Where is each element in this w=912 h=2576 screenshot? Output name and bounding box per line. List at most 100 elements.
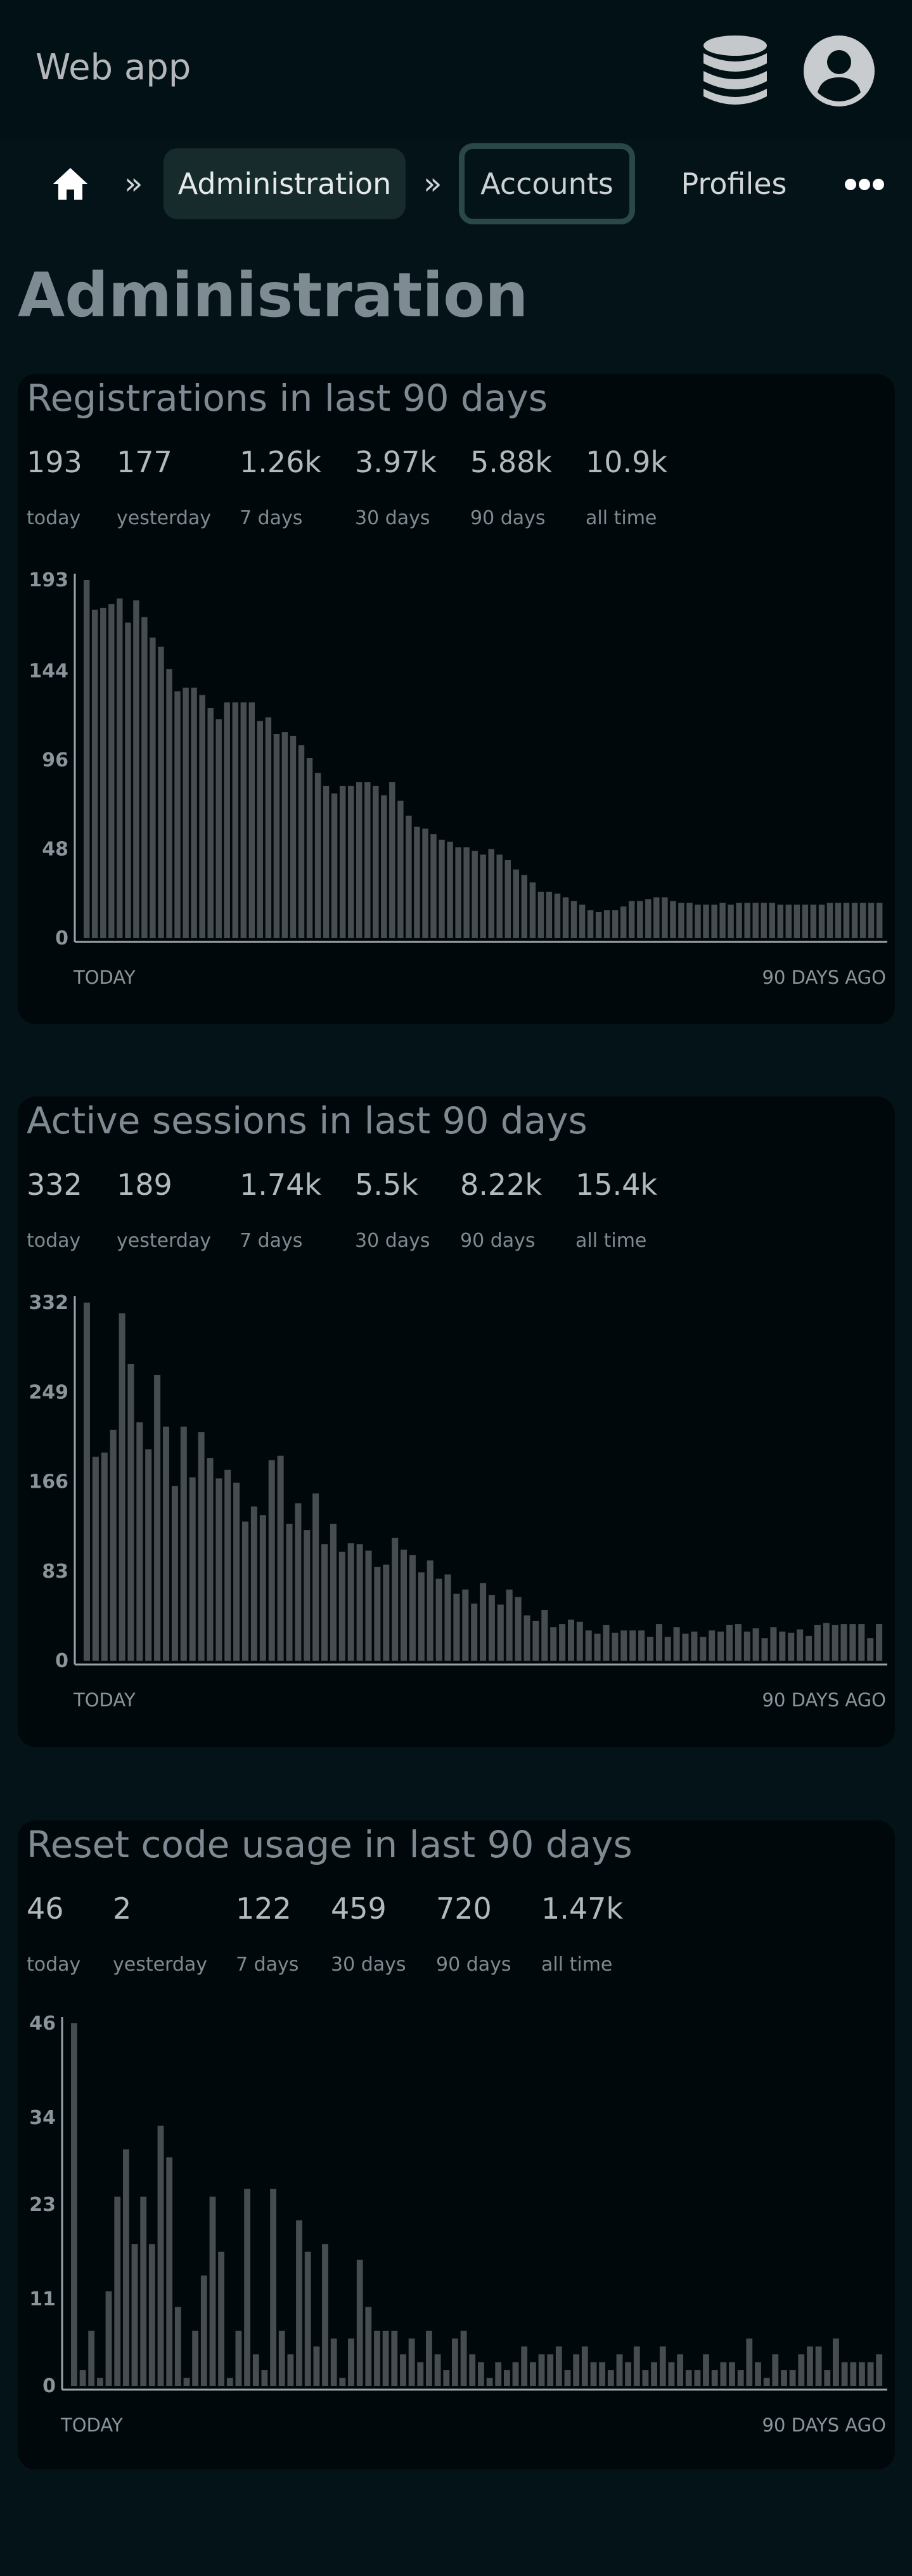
chart-bar [793,905,800,938]
breadcrumb-profiles[interactable]: Profiles [681,167,787,201]
y-tick-label: 0 [55,1650,68,1672]
chart-bar [244,2189,250,2386]
y-tick-label: 144 [29,660,68,682]
chart-bar [850,2362,857,2386]
chart-bar [199,695,205,938]
chart-bar [779,1632,786,1661]
chart-bar [365,1550,372,1661]
chart-bar [150,637,156,938]
chart-bar [462,1589,469,1661]
stat-yesterday-label: yesterday [113,1954,208,1976]
chart-bar [703,905,709,938]
chart-bar [290,735,297,938]
chart-bar [788,1632,795,1661]
chart-bar [547,2354,554,2386]
chart-bar [469,2354,476,2386]
breadcrumb-administration[interactable]: Administration [164,148,406,219]
chart-bar [278,2331,285,2386]
chart-bar [422,828,428,938]
chart-bar [814,1625,821,1661]
y-tick-label: 193 [29,569,68,591]
chart-bar [141,617,148,938]
chart-bar [348,2338,354,2386]
chart-bar [418,1572,425,1661]
chart-bar [136,1422,143,1661]
home-icon[interactable] [52,167,89,201]
more-horizontal-icon[interactable] [844,177,885,191]
chart-bar [374,1566,381,1661]
chart-bar [166,2157,173,2386]
chart-bar [338,1552,345,1661]
chart-bar [330,2338,337,2386]
stat-yesterday-value: 2 [113,1891,132,1926]
stat-90days-label: 90 days [460,1230,536,1252]
chart-bar [313,2346,320,2386]
stat-7days-label: 7 days [240,1230,303,1252]
stat-yesterday-value: 177 [117,445,172,479]
y-tick-label: 0 [42,2375,56,2397]
chart-bar [261,2370,268,2386]
chart-bar [532,1621,539,1661]
chart-bar [833,2338,839,2386]
chart-bar [744,903,750,938]
chart-bar [183,2378,190,2386]
chart-bar [439,839,445,938]
stat-30days-value: 459 [331,1891,387,1926]
stat-7days-value: 1.26k [240,445,322,479]
y-tick-label: 46 [29,2012,56,2035]
chart-bar [312,1493,319,1661]
x-axis-start-label: TODAY [73,967,136,988]
active-sessions-bar-chart: 0 83 166 249 332 TODAY 90 DAYS AGO [29,1292,887,1711]
chart-bar [711,905,717,938]
chart-bar [694,2370,701,2386]
chart-bar [720,2362,727,2386]
chart-bar [859,903,866,938]
chart-bar [587,910,594,938]
chart-bar [277,1455,284,1661]
chart-bar [555,2346,562,2386]
card-title: Registrations in last 90 days [27,377,548,420]
stat-alltime-value: 1.47k [541,1891,624,1926]
chart-bar [678,903,684,938]
user-avatar-icon[interactable] [802,34,876,108]
chart-bar [373,785,379,938]
chart-bar [232,702,238,938]
chart-bar [304,1530,311,1661]
chart-bar [770,1627,777,1661]
chart-bar [233,1483,240,1661]
chart-bar [810,905,817,938]
chart-bar [406,815,412,938]
chart-bar [114,2196,121,2386]
stat-30days-label: 30 days [355,507,430,529]
chart-bar [452,2338,458,2386]
chart-bar [798,2354,805,2386]
chart-bar [736,903,742,938]
chart-bar [191,687,197,938]
y-tick-label: 11 [29,2288,56,2310]
x-axis-start-label: TODAY [60,2414,123,2436]
chart-bar [769,903,775,938]
chart-bar [339,2378,346,2386]
chart-bar [832,1625,838,1661]
chart-bar [599,2362,605,2386]
chart-bar [340,785,346,938]
chart-bar [88,2331,95,2386]
chart-bar [257,721,263,938]
chart-bar [356,782,363,938]
database-icon[interactable] [700,34,771,108]
chart-bar [682,1633,689,1661]
chart-bar [761,903,767,938]
breadcrumb-separator: » [423,166,442,202]
y-tick-label: 166 [29,1471,68,1493]
chart-bar [273,734,280,938]
chart-bar [781,2370,787,2386]
chart-bar [97,2378,103,2386]
chart-bar [595,912,602,938]
chart-bar [603,910,610,938]
chart-bar [594,1633,601,1661]
chart-bar [417,2362,424,2386]
stat-7days-label: 7 days [236,1954,299,1976]
chart-bar [673,1627,680,1661]
chart-bar [867,2362,874,2386]
breadcrumb-accounts[interactable]: Accounts [459,143,635,224]
